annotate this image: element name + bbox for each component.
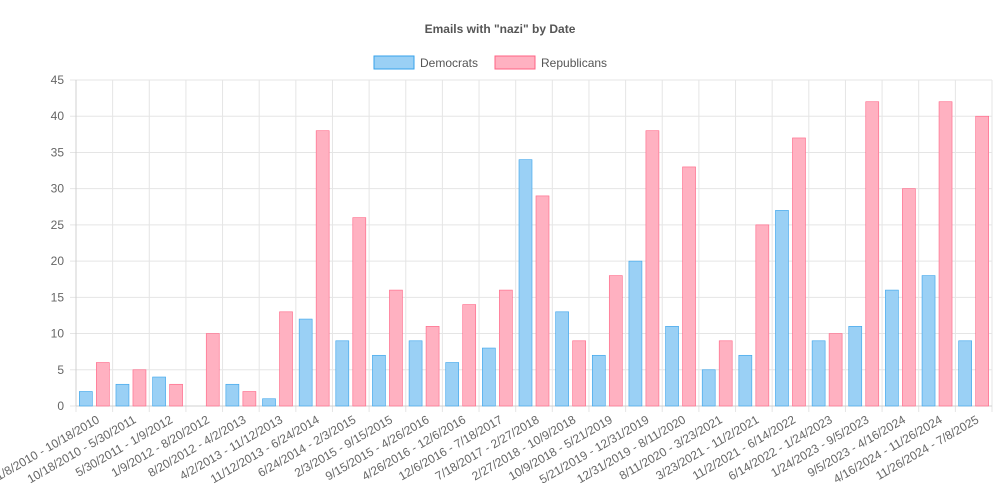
bar-democrats-18[interactable] [738, 354, 753, 407]
bar-democrats-0[interactable] [79, 391, 93, 407]
bar-democrats-22[interactable] [885, 289, 899, 407]
legend-item-republicans[interactable]: Republicans [494, 55, 607, 70]
bar-democrats-10[interactable] [445, 362, 460, 407]
bar-democrats-12[interactable] [518, 159, 533, 407]
legend-swatch [494, 55, 536, 70]
legend-swatch [373, 55, 415, 70]
bar-democrats-2[interactable] [152, 376, 166, 407]
bar-republicans-7[interactable] [352, 217, 367, 407]
bar-democrats-24[interactable] [958, 340, 972, 407]
bar-democrats-21[interactable] [848, 326, 863, 407]
y-tick-label: 30 [51, 182, 65, 196]
bar-democrats-6[interactable] [298, 318, 313, 407]
bar-republicans-16[interactable] [682, 166, 696, 407]
bar-republicans-22[interactable] [902, 188, 916, 407]
legend-item-democrats[interactable]: Democrats [373, 55, 478, 70]
bar-democrats-11[interactable] [482, 347, 496, 407]
bar-democrats-20[interactable] [811, 340, 826, 407]
bar-republicans-14[interactable] [608, 275, 623, 407]
bar-democrats-4[interactable] [225, 383, 240, 407]
legend: Democrats Republicans [373, 55, 607, 70]
bar-democrats-7[interactable] [335, 340, 350, 407]
y-tick-label: 45 [51, 73, 65, 87]
bar-republicans-8[interactable] [389, 289, 403, 407]
bar-republicans-13[interactable] [572, 340, 586, 407]
y-tick-label: 10 [51, 327, 65, 341]
y-tick-label: 0 [57, 399, 64, 413]
bar-republicans-11[interactable] [499, 289, 513, 407]
bar-republicans-21[interactable] [865, 101, 880, 407]
bar-republicans-3[interactable] [205, 333, 220, 407]
bar-republicans-15[interactable] [645, 130, 660, 407]
bar-republicans-10[interactable] [462, 304, 477, 407]
bar-republicans-20[interactable] [828, 333, 843, 407]
y-tick-label: 20 [51, 254, 65, 268]
y-tick-label: 25 [51, 218, 65, 232]
y-tick-label: 15 [51, 290, 65, 304]
y-tick-label: 5 [57, 363, 64, 377]
bar-democrats-19[interactable] [775, 210, 789, 407]
bar-democrats-17[interactable] [701, 369, 716, 407]
y-tick-label: 40 [51, 109, 65, 123]
bar-republicans-24[interactable] [975, 115, 989, 407]
bar-republicans-9[interactable] [425, 326, 440, 407]
bar-republicans-12[interactable] [535, 195, 550, 407]
bar-democrats-14[interactable] [591, 354, 606, 407]
bar-republicans-2[interactable] [169, 383, 183, 407]
bar-democrats-15[interactable] [628, 260, 643, 407]
legend-label: Democrats [420, 56, 478, 70]
bar-democrats-8[interactable] [372, 354, 386, 407]
bar-republicans-23[interactable] [938, 101, 953, 407]
bar-democrats-1[interactable] [115, 383, 130, 407]
bar-democrats-9[interactable] [408, 340, 423, 407]
y-tick-label: 35 [51, 145, 65, 159]
bar-republicans-4[interactable] [242, 391, 257, 407]
bar-republicans-5[interactable] [279, 311, 293, 407]
bar-democrats-23[interactable] [921, 275, 936, 407]
legend-label: Republicans [541, 56, 607, 70]
chart-title: Emails with "nazi" by Date [425, 22, 576, 36]
bar-republicans-6[interactable] [315, 130, 330, 407]
bar-republicans-18[interactable] [755, 224, 770, 407]
bar-republicans-0[interactable] [96, 362, 110, 407]
bars [79, 101, 989, 407]
bar-democrats-16[interactable] [665, 326, 679, 407]
bar-republicans-1[interactable] [132, 369, 147, 407]
bar-democrats-13[interactable] [555, 311, 569, 407]
bar-republicans-17[interactable] [718, 340, 733, 407]
bar-republicans-19[interactable] [792, 137, 806, 407]
bar-democrats-5[interactable] [262, 398, 276, 407]
